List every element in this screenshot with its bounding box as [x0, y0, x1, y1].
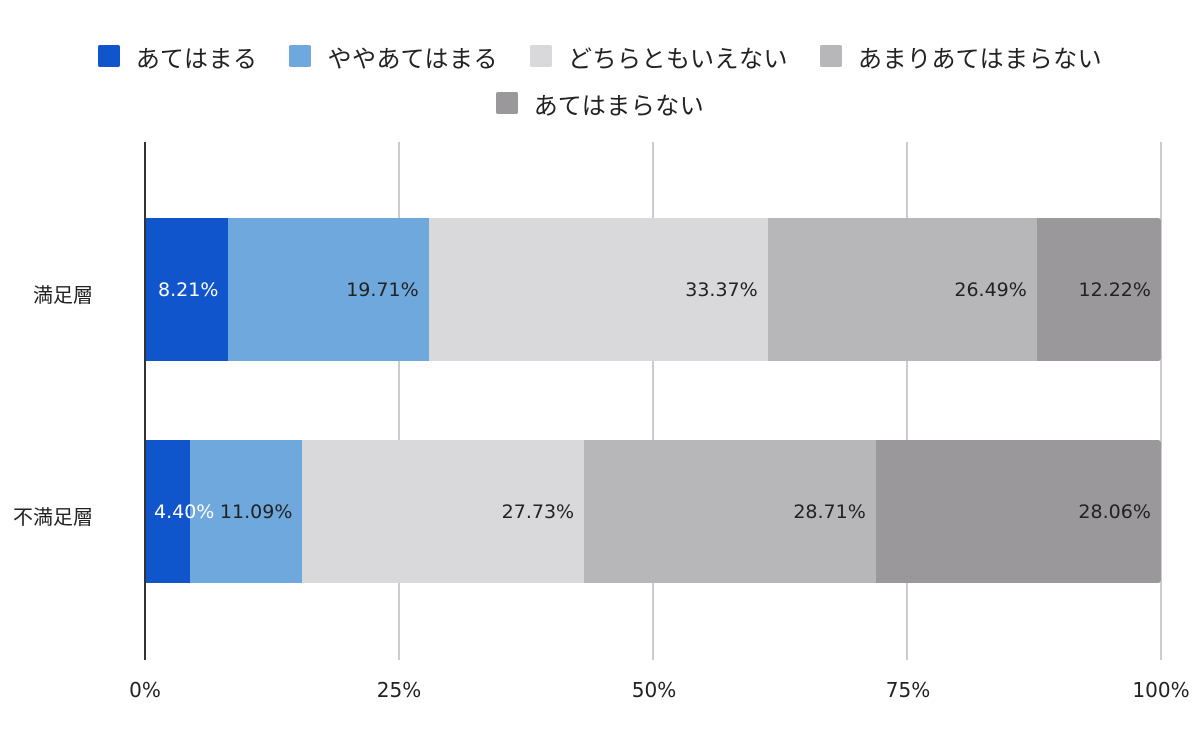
data-label: 33.37%	[685, 278, 758, 301]
gridline-50	[652, 142, 654, 660]
gridline-75	[906, 142, 908, 660]
x-tick-50: 50%	[631, 678, 677, 702]
data-label: 26.49%	[954, 278, 1027, 301]
legend-swatch-icon	[289, 45, 312, 67]
x-tick-100: 100%	[1132, 678, 1190, 702]
data-label: 27.73%	[501, 500, 575, 523]
data-label: 11.09%	[219, 500, 293, 523]
legend-swatch-icon	[530, 45, 552, 67]
legend-label: あてはまらない	[533, 91, 705, 120]
bar-unsatisfied: 4.40% 11.09% 27.73% 28.71% 28.06%	[145, 440, 1161, 583]
data-label: 28.06%	[1078, 500, 1151, 523]
bar-segment[interactable]: 11.09%	[189, 440, 303, 583]
chart-legend: あてはまる ややあてはまる どちらともいえない あまりあてはまらない あてはまら…	[0, 36, 1200, 130]
category-label-satisfied: 満足層	[33, 283, 93, 307]
legend-label: あまりあてはまらない	[858, 44, 1103, 73]
bar-segment[interactable]: 4.40%	[145, 440, 214, 583]
bar-segment[interactable]: 8.21%	[145, 218, 229, 361]
legend-swatch-icon	[820, 45, 843, 67]
legend-swatch-icon	[495, 92, 518, 114]
bar-segment[interactable]: 28.71%	[584, 440, 876, 583]
bar-segment[interactable]: 12.22%	[1036, 218, 1161, 361]
legend-label: あてはまる	[135, 44, 258, 73]
legend-item-yaya-atehamaru: ややあてはまる	[289, 39, 498, 74]
data-label: 12.22%	[1078, 278, 1151, 301]
legend-item-amari: あまりあてはまらない	[820, 39, 1102, 74]
legend-label: どちらともいえない	[568, 44, 789, 73]
data-label: 8.21%	[158, 278, 219, 301]
category-label-unsatisfied: 不満足層	[13, 505, 93, 529]
legend-swatch-icon	[97, 45, 120, 67]
data-label: 19.71%	[346, 278, 419, 301]
bar-segment[interactable]: 28.06%	[875, 440, 1161, 583]
data-label: 4.40%	[154, 500, 215, 523]
x-tick-75: 75%	[885, 678, 931, 702]
legend-label: ややあてはまる	[327, 44, 498, 73]
legend-item-atehamaranai: あてはまらない	[495, 86, 705, 121]
x-tick-0: 0%	[129, 678, 161, 702]
gridline-100	[1160, 142, 1162, 660]
plot-area: 満足層 8.21% 19.71% 33.37% 26.49% 12.22% 不満…	[13, 142, 1162, 660]
data-label: 28.71%	[793, 500, 866, 523]
gridline-25	[398, 142, 400, 660]
x-tick-25: 25%	[376, 678, 422, 702]
bar-segment[interactable]: 33.37%	[428, 218, 768, 361]
legend-item-atehamaru: あてはまる	[97, 39, 258, 74]
y-axis-line	[144, 142, 146, 660]
bar-segment[interactable]: 27.73%	[302, 440, 585, 583]
bar-segment[interactable]: 26.49%	[767, 218, 1037, 361]
legend-row-2: あてはまらない	[0, 83, 1200, 123]
legend-item-dochiratomo: どちらともいえない	[530, 39, 788, 74]
bar-satisfied: 8.21% 19.71% 33.37% 26.49% 12.22%	[145, 218, 1161, 361]
legend-row-1: あてはまる ややあてはまる どちらともいえない あまりあてはまらない	[0, 36, 1200, 76]
bar-segment[interactable]: 19.71%	[228, 218, 429, 361]
